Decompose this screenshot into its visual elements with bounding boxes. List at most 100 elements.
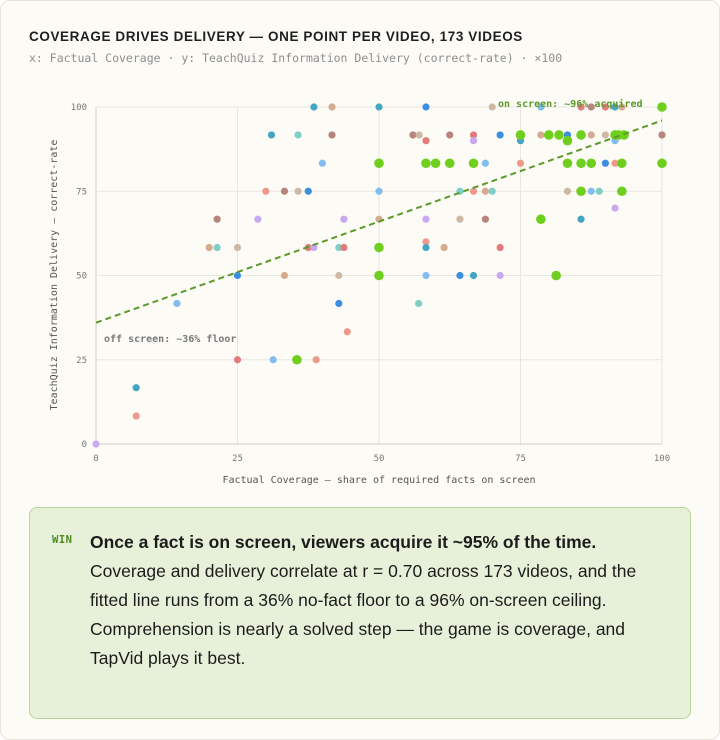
- data-point: [233, 243, 242, 252]
- data-point: [312, 356, 320, 364]
- data-point: [304, 187, 312, 195]
- axis-ticks: 0 25 50 75 100 0 25 50 75 100: [71, 103, 670, 464]
- data-point: [422, 271, 430, 280]
- x-tick-label: 25: [232, 454, 243, 464]
- data-point: [469, 137, 478, 145]
- y-tick-label: 50: [76, 272, 87, 282]
- data-point: [310, 243, 318, 252]
- data-point: [335, 243, 343, 252]
- data-point: [328, 103, 336, 111]
- highlight-point: [554, 130, 564, 140]
- highlight-point: [562, 135, 573, 146]
- data-point: [601, 131, 610, 139]
- data-point: [446, 131, 454, 139]
- x-tick-label: 100: [654, 454, 670, 464]
- data-point: [422, 103, 430, 111]
- data-point: [469, 187, 478, 195]
- y-tick-label: 25: [76, 356, 87, 366]
- data-point: [294, 131, 302, 139]
- highlight-point: [576, 186, 586, 197]
- highlight-point: [617, 186, 627, 197]
- data-point: [496, 131, 504, 139]
- data-point: [254, 215, 262, 223]
- data-point: [601, 159, 610, 167]
- data-point: [335, 299, 343, 308]
- highlight-point: [544, 130, 554, 140]
- data-point: [310, 103, 318, 111]
- y-axis-label: TeachQuiz Information Delivery — correct…: [49, 140, 60, 411]
- data-point: [294, 187, 302, 195]
- data-point: [481, 159, 490, 167]
- highlight-point: [562, 158, 573, 169]
- data-point: [422, 137, 430, 145]
- data-point: [601, 103, 610, 111]
- scatter-chart: 0 25 50 75 100 0 25 50 75 100 on screen: ~96% acq…: [49, 98, 670, 486]
- highlight-point: [374, 242, 384, 253]
- y-tick-label: 0: [82, 440, 87, 450]
- data-point: [328, 131, 336, 139]
- data-point: [618, 103, 626, 111]
- data-point: [340, 243, 348, 252]
- highlight-point: [657, 102, 667, 112]
- data-point: [280, 271, 289, 280]
- data-point: [456, 215, 464, 223]
- data-point: [516, 159, 525, 167]
- data-point: [340, 215, 348, 223]
- highlight-point: [430, 158, 441, 169]
- highlight-point: [444, 158, 455, 169]
- data-point: [587, 187, 595, 195]
- data-point: [488, 103, 496, 111]
- chart-subtitle: x: Factual Coverage · y: TeachQuiz Infor…: [29, 51, 563, 65]
- highlight-point: [374, 270, 384, 281]
- data-point: [587, 131, 595, 139]
- data-point: [335, 271, 343, 280]
- points: [92, 102, 667, 448]
- callout-line-1: Coverage and delivery correlate at r = 0…: [90, 561, 637, 610]
- data-point: [537, 103, 545, 111]
- data-point: [343, 328, 351, 336]
- highlight-point: [515, 130, 526, 140]
- data-point: [469, 271, 478, 280]
- annotation-on-screen: on screen: ~96% acquired: [498, 98, 643, 110]
- data-point: [537, 131, 545, 139]
- data-point: [213, 215, 221, 223]
- trend-line: [95, 119, 663, 324]
- data-point: [611, 159, 619, 167]
- data-point: [563, 187, 572, 195]
- highlight-point: [468, 158, 479, 169]
- highlight-point: [576, 130, 586, 140]
- data-point: [488, 187, 496, 195]
- data-point: [481, 215, 490, 223]
- data-point: [132, 412, 140, 420]
- highlight-point: [536, 214, 546, 225]
- data-point: [375, 187, 383, 195]
- win-callout: WIN Once a fact is on screen, viewers ac…: [29, 507, 691, 719]
- data-point: [375, 103, 383, 111]
- y-tick-label: 100: [71, 103, 87, 113]
- data-point: [92, 440, 100, 448]
- data-point: [318, 159, 326, 167]
- data-point: [496, 243, 504, 252]
- data-point: [577, 103, 585, 111]
- callout-body: Once a fact is on screen, viewers acquir…: [90, 528, 670, 673]
- data-point: [233, 356, 242, 364]
- x-tick-label: 75: [515, 454, 526, 464]
- data-point: [469, 131, 478, 139]
- data-point: [415, 299, 423, 308]
- x-tick-label: 50: [374, 454, 385, 464]
- data-point: [267, 131, 276, 139]
- data-point: [233, 271, 242, 280]
- annotation-off-screen: off screen: ~36% floor: [104, 334, 236, 345]
- highlight-point: [374, 158, 384, 169]
- data-point: [409, 131, 417, 139]
- data-point: [587, 103, 595, 111]
- callout-line-2: Comprehension is nearly a solved step — …: [90, 619, 626, 668]
- highlight-point: [657, 158, 667, 169]
- highlight-point: [617, 158, 627, 169]
- data-point: [280, 187, 289, 195]
- highlight-point: [576, 158, 586, 169]
- data-point: [496, 271, 504, 280]
- data-point: [422, 238, 430, 246]
- data-point: [262, 187, 270, 195]
